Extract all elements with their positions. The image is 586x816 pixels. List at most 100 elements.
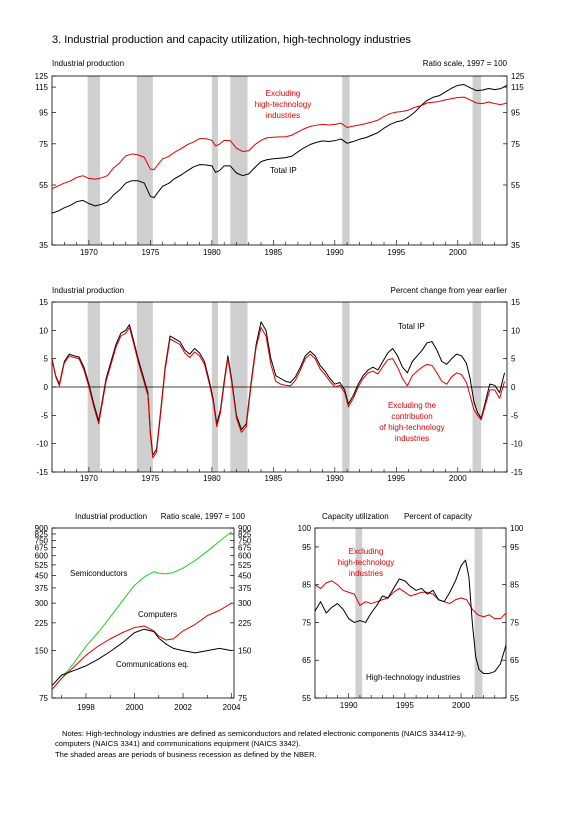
series-annotation: high-technology	[338, 558, 394, 567]
series-line-total	[51, 628, 232, 686]
y-tick-label-right: 600	[238, 552, 252, 561]
x-tick-label: 1990	[326, 474, 344, 483]
y-tick-label-right: 5	[511, 355, 516, 364]
y-tick-label-left: 95	[302, 543, 311, 552]
y-tick-label-left: 55	[39, 181, 48, 190]
series-annotation: Excluding	[349, 547, 384, 556]
x-tick-label: 1998	[77, 703, 95, 712]
right-axis-label: Ratio scale, 1997 = 100	[423, 59, 508, 68]
y-tick-label-right: 115	[511, 83, 524, 92]
series-annotation: Semiconductors	[70, 569, 127, 578]
y-tick-label-left: 65	[302, 656, 311, 665]
y-tick-label-right: 900	[238, 524, 252, 533]
series-annotation: Computers	[138, 610, 177, 619]
y-tick-label-left: 300	[35, 599, 49, 608]
y-tick-label-left: 85	[302, 581, 311, 590]
y-tick-label-left: -10	[36, 440, 48, 449]
y-tick-label-left: 125	[35, 72, 49, 81]
note-line-2: computers (NAICS 3341) and communication…	[55, 739, 301, 748]
x-tick-label: 1980	[203, 474, 221, 483]
y-tick-label-left: 150	[35, 647, 49, 656]
recession-band	[136, 76, 153, 245]
series-annotation: of high-technology	[379, 423, 444, 432]
y-tick-label-left: 0	[44, 383, 49, 392]
series-line-total	[314, 559, 507, 674]
x-tick-label: 2000	[452, 701, 470, 710]
y-tick-label-right: 65	[510, 656, 519, 665]
y-tick-label-left: 525	[35, 561, 49, 570]
x-tick-label: 2004	[223, 703, 241, 712]
x-tick-label: 2000	[449, 474, 467, 483]
x-tick-label: 1995	[396, 701, 414, 710]
y-tick-label-left: -5	[41, 411, 49, 420]
series-annotation: Communications eq.	[116, 660, 189, 669]
x-tick-label: 1985	[264, 474, 282, 483]
x-tick-label: 1970	[80, 474, 98, 483]
y-tick-label-left: 825	[35, 530, 49, 539]
notes-block: Notes: High-technology industries are de…	[55, 729, 466, 759]
series-line-total	[51, 84, 508, 214]
right-axis-label: Percent change from year earlier	[391, 286, 508, 295]
y-tick-label-left: 375	[35, 584, 49, 593]
y-tick-label-right: 450	[238, 571, 252, 580]
plot-frame	[51, 75, 508, 246]
series-annotation: contribution	[391, 412, 432, 421]
y-tick-label-right: 15	[511, 298, 520, 307]
series-line-excluding	[51, 602, 232, 690]
y-tick-label-right: 225	[238, 619, 252, 628]
y-tick-label-left: 600	[35, 552, 49, 561]
right-axis-label: Ratio scale, 1997 = 100	[161, 512, 246, 521]
y-tick-label-left: 95	[39, 108, 48, 117]
y-tick-label-left: 900	[35, 524, 49, 533]
series-annotation: High-technology industries	[366, 673, 460, 682]
recession-band	[355, 528, 363, 698]
y-tick-label-right: 35	[511, 241, 520, 250]
y-tick-label-right: 95	[511, 108, 520, 117]
series-annotation: high-technology	[255, 100, 311, 109]
y-tick-label-left: 35	[39, 241, 48, 250]
y-tick-label-right: -5	[511, 411, 519, 420]
y-tick-label-right: 750	[238, 536, 252, 545]
left-axis-label: Industrial production	[52, 286, 124, 295]
series-annotation: Total IP	[398, 322, 425, 331]
y-tick-label-left: 450	[35, 571, 49, 580]
series-annotation: Excluding	[266, 89, 301, 98]
y-tick-label-left: -15	[36, 468, 48, 477]
series-line-total	[51, 321, 506, 456]
y-tick-label-left: 10	[39, 326, 48, 335]
left-axis-label: Capacity utilization	[322, 512, 389, 521]
series-annotation: industries	[395, 434, 429, 443]
plot-frame	[51, 527, 235, 699]
x-tick-label: 1995	[387, 474, 405, 483]
note-line-3: The shaded areas are periods of business…	[55, 750, 317, 759]
y-tick-label-right: 150	[238, 647, 252, 656]
recession-band	[211, 76, 219, 245]
series-annotation: Excluding the	[388, 401, 437, 410]
y-tick-label-left: 75	[302, 618, 311, 627]
x-tick-label: 1995	[387, 248, 405, 257]
y-tick-label-right: 675	[238, 544, 252, 553]
series-line-semi	[51, 531, 232, 690]
x-tick-label: 1975	[141, 474, 159, 483]
y-tick-label-right: 95	[510, 543, 519, 552]
left-axis-label: Industrial production	[75, 512, 147, 521]
y-tick-label-right: 10	[511, 326, 520, 335]
right-axis-label: Percent of capacity	[404, 512, 472, 521]
y-tick-label-left: 75	[39, 140, 48, 149]
recession-band	[87, 76, 100, 245]
y-tick-label-left: 675	[35, 544, 49, 553]
x-tick-label: 1985	[264, 248, 282, 257]
y-tick-label-right: 85	[510, 581, 519, 590]
y-tick-label-left: 75	[39, 694, 48, 703]
x-tick-label: 1980	[203, 248, 221, 257]
y-tick-label-right: 375	[238, 584, 252, 593]
recession-band	[472, 76, 482, 245]
page-title: 3. Industrial production and capacity ut…	[52, 34, 411, 46]
chart-panel-2: -15 -15 -10 -10 -5 -5 0 0 5 5 10 10 15 15 1970 1975 1980…	[36, 286, 523, 483]
y-tick-label-right: 300	[238, 599, 252, 608]
y-tick-label-right: 100	[510, 524, 524, 533]
y-tick-label-right: 75	[511, 140, 520, 149]
x-tick-label: 1990	[326, 248, 344, 257]
